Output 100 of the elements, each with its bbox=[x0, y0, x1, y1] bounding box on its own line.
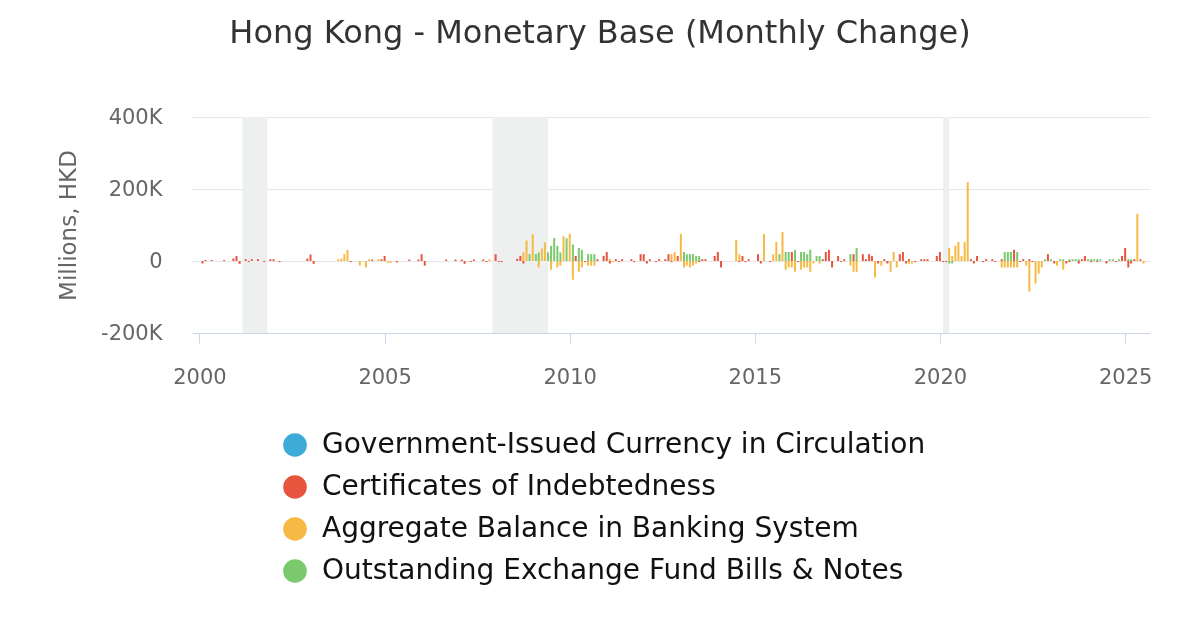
bar bbox=[682, 252, 685, 261]
bar bbox=[688, 261, 691, 268]
x-tick-label: 2015 bbox=[728, 364, 783, 389]
bar bbox=[590, 254, 593, 261]
bar bbox=[590, 261, 593, 266]
bar bbox=[568, 234, 571, 261]
bar bbox=[1006, 261, 1009, 268]
bar bbox=[1003, 261, 1006, 268]
x-tick-label: 2005 bbox=[358, 364, 412, 389]
bar bbox=[232, 258, 235, 261]
bar bbox=[309, 254, 312, 261]
bar bbox=[735, 240, 738, 261]
bar bbox=[1083, 255, 1086, 261]
bar bbox=[803, 252, 806, 261]
bar bbox=[534, 254, 537, 261]
y-tick-label: 0 bbox=[149, 248, 163, 273]
bar bbox=[951, 261, 954, 264]
bar bbox=[901, 252, 904, 261]
bar bbox=[849, 261, 852, 266]
bar bbox=[525, 240, 528, 261]
bar bbox=[306, 258, 309, 261]
bar bbox=[713, 255, 716, 261]
bar bbox=[685, 261, 688, 266]
bar bbox=[537, 252, 540, 261]
bar bbox=[553, 237, 556, 261]
bar bbox=[692, 261, 694, 266]
bar bbox=[855, 261, 858, 272]
bar bbox=[781, 231, 784, 261]
bar bbox=[855, 248, 858, 261]
bar bbox=[954, 245, 957, 261]
bar bbox=[364, 261, 367, 268]
bar bbox=[1006, 252, 1009, 261]
bar bbox=[528, 254, 531, 261]
bar bbox=[420, 254, 423, 261]
bar bbox=[1124, 248, 1127, 261]
bar bbox=[957, 241, 960, 261]
bar bbox=[800, 261, 803, 270]
bar bbox=[688, 254, 691, 261]
bar bbox=[762, 234, 765, 261]
x-tick-label: 2025 bbox=[1098, 364, 1153, 389]
bar bbox=[531, 234, 534, 261]
bar bbox=[577, 248, 580, 261]
bar bbox=[1013, 261, 1016, 268]
bar bbox=[948, 248, 951, 261]
y-tick-label: 400K bbox=[108, 104, 164, 129]
bar bbox=[898, 254, 901, 261]
bar bbox=[571, 244, 574, 261]
bar bbox=[685, 254, 688, 261]
chart-title: Hong Kong - Monetary Base (Monthly Change) bbox=[229, 13, 971, 51]
bar bbox=[827, 249, 830, 261]
bar bbox=[874, 261, 877, 278]
bar bbox=[593, 261, 596, 266]
bar bbox=[892, 252, 895, 261]
bar bbox=[1034, 261, 1037, 284]
bar bbox=[1000, 261, 1003, 268]
bar bbox=[806, 254, 809, 261]
bar bbox=[719, 261, 722, 268]
bar bbox=[580, 249, 583, 261]
bar bbox=[1009, 252, 1012, 261]
bar bbox=[642, 254, 645, 261]
bar bbox=[759, 261, 762, 264]
bar bbox=[809, 261, 812, 272]
y-tick-label: 200K bbox=[108, 176, 164, 201]
y-axis-title: Millions, HKD bbox=[55, 150, 82, 301]
bar bbox=[889, 261, 892, 272]
bar bbox=[383, 255, 386, 261]
bar bbox=[831, 261, 834, 268]
bar bbox=[824, 252, 827, 261]
bar bbox=[312, 261, 315, 264]
bar bbox=[587, 254, 590, 261]
bar bbox=[346, 249, 349, 261]
bar bbox=[698, 255, 701, 261]
bar bbox=[778, 254, 781, 261]
bar bbox=[238, 261, 241, 264]
bar bbox=[695, 255, 698, 261]
bar bbox=[235, 255, 238, 261]
bar bbox=[1028, 261, 1031, 292]
bar bbox=[556, 261, 559, 268]
bar bbox=[784, 252, 787, 261]
bar bbox=[837, 255, 840, 261]
bar bbox=[577, 261, 580, 272]
x-tick-label: 2000 bbox=[173, 364, 227, 389]
bar bbox=[1003, 252, 1006, 261]
bar bbox=[580, 261, 583, 268]
y-tick-label: -200K bbox=[101, 320, 164, 345]
bar bbox=[1046, 254, 1049, 261]
bar bbox=[516, 258, 519, 261]
bar bbox=[809, 249, 812, 261]
bar bbox=[679, 234, 682, 261]
bar bbox=[716, 252, 719, 261]
bar bbox=[793, 261, 796, 272]
bar bbox=[1016, 261, 1019, 268]
bar bbox=[935, 255, 938, 261]
bar bbox=[593, 254, 596, 261]
bar bbox=[976, 255, 979, 261]
legend-label: Government-Issued Currency in Circulation bbox=[322, 427, 926, 460]
bar bbox=[423, 261, 426, 266]
bar bbox=[966, 182, 969, 261]
x-tick-label: 2010 bbox=[543, 364, 597, 389]
bar bbox=[818, 255, 821, 261]
